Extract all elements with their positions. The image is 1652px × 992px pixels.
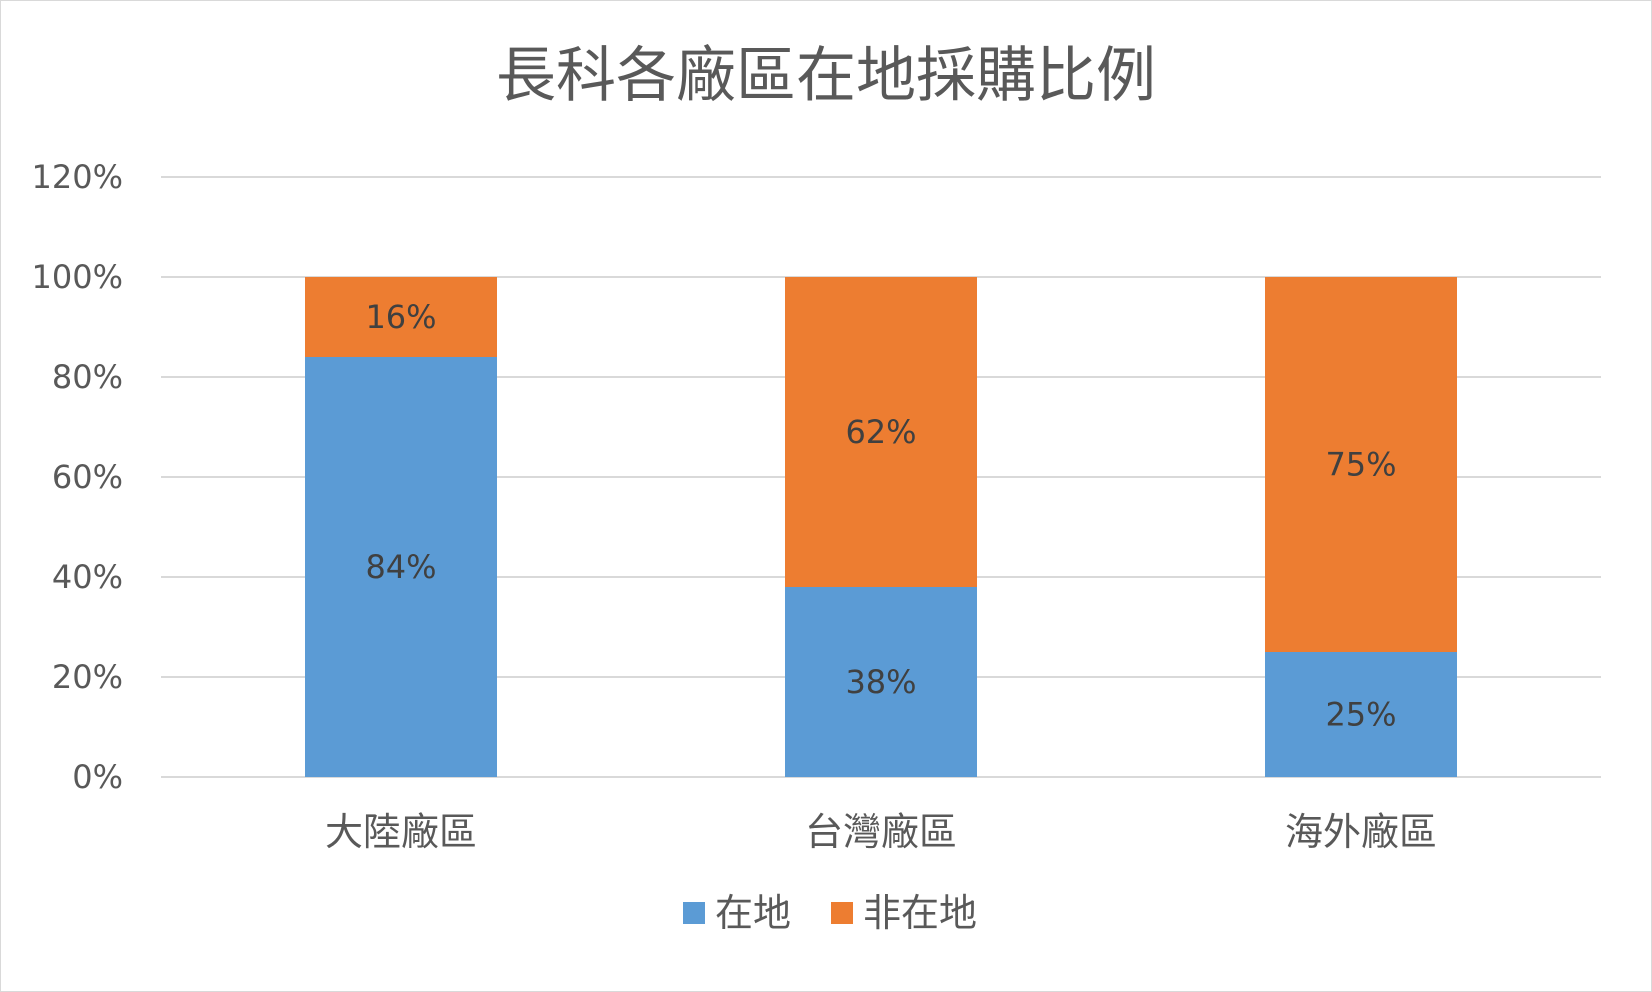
data-label: 84%	[365, 548, 436, 586]
legend-swatch	[683, 902, 705, 924]
bar-local	[1265, 652, 1457, 777]
legend: 在地 非在地	[683, 891, 977, 935]
y-tick-label: 0%	[72, 758, 123, 796]
bars	[305, 277, 1457, 777]
legend-label: 非在地	[863, 891, 977, 935]
bar-nonlocal	[785, 277, 977, 587]
y-tick-label: 20%	[52, 658, 123, 696]
data-label: 25%	[1325, 696, 1396, 734]
chart-title: 長科各廠區在地採購比例	[496, 41, 1156, 111]
y-tick-label: 80%	[52, 358, 123, 396]
data-label: 38%	[845, 663, 916, 701]
x-category-label: 海外廠區	[1285, 810, 1437, 854]
legend-swatch	[831, 902, 853, 924]
y-tick-label: 120%	[32, 158, 123, 196]
bar-local	[785, 587, 977, 777]
bar-local	[305, 357, 497, 777]
y-tick-label: 100%	[32, 258, 123, 296]
data-label: 75%	[1325, 446, 1396, 484]
data-labels: 84% 16% 38% 62% 25% 75%	[365, 298, 1396, 734]
bar-nonlocal	[1265, 277, 1457, 652]
data-label: 62%	[845, 413, 916, 451]
y-tick-label: 40%	[52, 558, 123, 596]
x-category-label: 大陸廠區	[325, 810, 477, 854]
data-label: 16%	[365, 298, 436, 336]
y-axis-ticks: 0% 20% 40% 60% 80% 100% 120%	[32, 158, 123, 796]
x-axis-categories: 大陸廠區 台灣廠區 海外廠區	[325, 810, 1437, 854]
legend-label: 在地	[715, 891, 791, 935]
bar-nonlocal	[305, 277, 497, 357]
x-category-label: 台灣廠區	[805, 810, 957, 854]
y-tick-label: 60%	[52, 458, 123, 496]
